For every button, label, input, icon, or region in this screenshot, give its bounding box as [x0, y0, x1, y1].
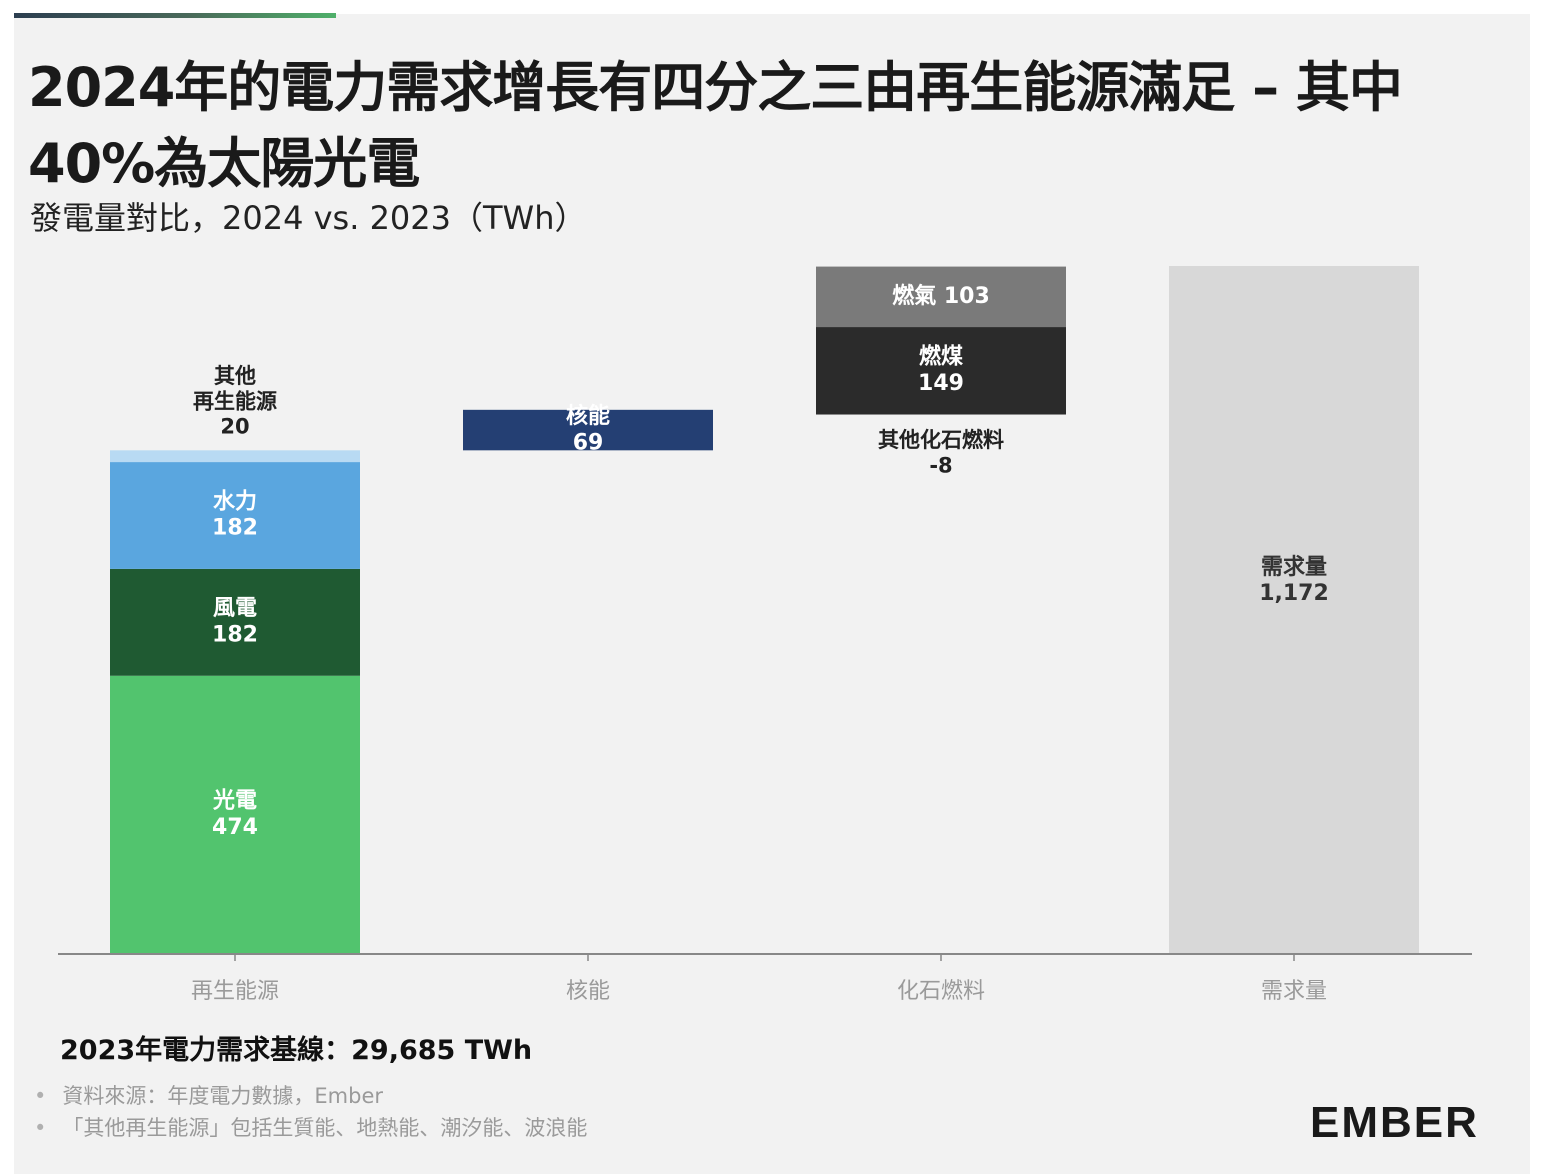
bar-其他再生能源 [110, 450, 360, 463]
bar-風電-label-line-2: 182 [212, 623, 258, 648]
bar-燃煤 [816, 327, 1066, 415]
x-tick-label-4: 需求量 [1261, 979, 1327, 1004]
bar-其他化石燃料-label-line-2: -8 [929, 453, 952, 477]
bar-燃煤-label-line-2: 149 [918, 371, 964, 396]
ember-logo: EMBER [1310, 1098, 1479, 1147]
chart-subtitle: 發電量對比，2024 vs. 2023（TWh） [30, 199, 587, 237]
bar-其他化石燃料-label-line-1: 其他化石燃料 [878, 428, 1004, 452]
bar-其他再生能源-label-line-1: 其他 [214, 364, 256, 388]
bar-光電 [110, 675, 360, 954]
bar-核能-label-line-2: 69 [573, 430, 604, 455]
baseline-note: 2023年電力需求基線：29,685 TWh [60, 1035, 533, 1066]
bar-需求量-label-line-2: 1,172 [1259, 581, 1329, 606]
bar-光電-label-line-2: 474 [212, 815, 258, 840]
bar-其他再生能源-label-line-2: 再生能源 [193, 389, 277, 413]
footnotes: 資料來源：年度電力數據，Ember 「其他再生能源」包括生質能、地熱能、潮汐能、… [34, 1080, 587, 1144]
x-tick-label-1: 再生能源 [191, 979, 279, 1004]
accent-line [14, 13, 336, 18]
bar-核能 [463, 409, 713, 451]
bar-風電-label-line-1: 風電 [213, 596, 257, 621]
bar-風電 [110, 568, 360, 676]
bar-光電-label-line-1: 光電 [212, 789, 257, 814]
x-tick-label-3: 化石燃料 [897, 979, 985, 1004]
bar-水力-label-line-2: 182 [212, 516, 258, 541]
bar-需求量 [1169, 266, 1419, 954]
footnote-other-renewables: 「其他再生能源」包括生質能、地熱能、潮汐能、波浪能 [34, 1112, 587, 1144]
bar-燃煤-label-line-1: 燃煤 [919, 344, 963, 370]
bar-水力 [110, 462, 360, 569]
bar-燃氣-label-line-1: 燃氣 103 [892, 283, 990, 309]
bar-其他再生能源-label-line-3: 20 [220, 415, 249, 439]
bar-燃氣 [816, 266, 1066, 328]
bar-水力-label-line-1: 水力 [213, 489, 257, 514]
x-tick-label-2: 核能 [566, 979, 610, 1004]
bar-需求量-label-line-1: 需求量 [1261, 555, 1327, 580]
footnote-source: 資料來源：年度電力數據，Ember [34, 1080, 587, 1112]
chart-title: 2024年的電力需求增長有四分之三由再生能源滿足 – 其中40%為太陽光電 [28, 56, 1403, 195]
bar-核能-label-line-1: 核能 [566, 403, 610, 429]
